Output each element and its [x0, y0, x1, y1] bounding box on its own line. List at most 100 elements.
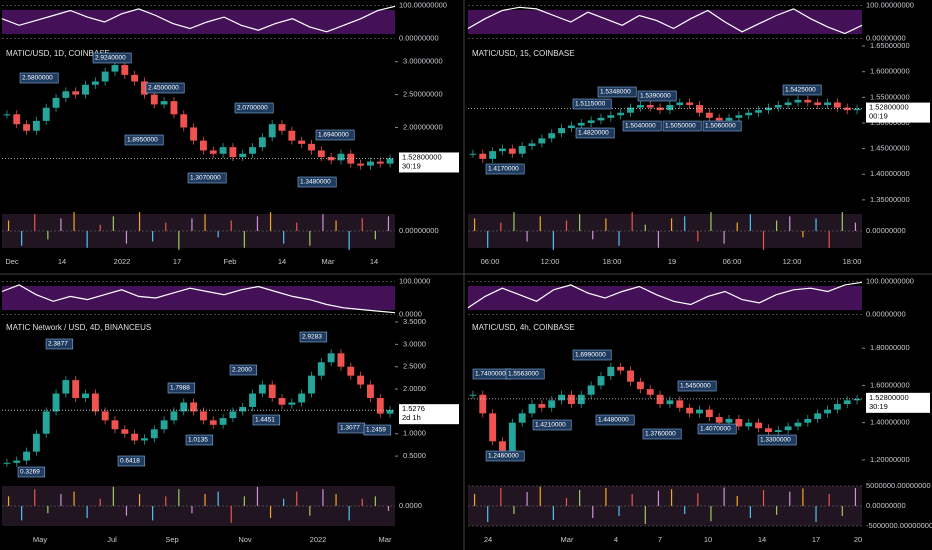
candle — [548, 400, 556, 408]
time-label: 18:00 — [843, 257, 862, 266]
candle — [715, 117, 723, 121]
candle — [278, 124, 286, 131]
time-label: 17 — [173, 257, 181, 266]
annotation: 1.4170000 — [488, 166, 519, 173]
annotation-bg — [642, 428, 682, 440]
candle — [258, 137, 266, 148]
annotation: 1.4070000 — [700, 426, 731, 433]
annotation-bg — [697, 423, 737, 435]
axis-label: 0.00000000 — [866, 309, 906, 318]
candle — [239, 153, 247, 158]
candle — [833, 102, 841, 108]
annotation: 1.5060000 — [705, 123, 736, 130]
chart-title: MATIC Network / USD, 4D, BINANCEUS — [6, 323, 151, 332]
candle — [82, 84, 89, 95]
candle — [101, 71, 109, 82]
candle — [814, 102, 822, 106]
price-tag: 1.52800000 — [869, 103, 909, 112]
candle — [745, 112, 753, 116]
time-label: 7 — [658, 535, 662, 544]
candle — [804, 418, 812, 423]
candle — [229, 147, 237, 158]
price-tag-bg — [399, 404, 459, 425]
candle — [577, 122, 585, 126]
candle — [853, 108, 861, 111]
candle — [42, 411, 50, 434]
annotation: 1.4210000 — [535, 422, 566, 429]
candle — [3, 462, 11, 464]
candle — [268, 384, 276, 398]
candle — [111, 420, 119, 430]
annotation: 1.5050000 — [665, 123, 696, 130]
annotation-bg — [315, 129, 355, 141]
annotation-bg — [595, 414, 635, 426]
candle — [62, 380, 70, 394]
candle — [755, 422, 763, 429]
annotation: 0.3269 — [20, 469, 40, 476]
axis-label: 3.0000 — [403, 339, 426, 348]
candle — [32, 120, 40, 131]
candle — [774, 105, 782, 108]
annotation: 1.3480000 — [300, 179, 331, 186]
candle — [72, 91, 80, 95]
candle — [288, 130, 296, 141]
time-label: 24 — [484, 535, 492, 544]
candle — [209, 420, 217, 425]
candle — [567, 125, 575, 129]
price-tag: 1.5276 — [402, 404, 425, 413]
candle — [607, 115, 615, 118]
candle — [308, 375, 315, 394]
axis-label: 0.00000000 — [866, 226, 906, 235]
annotation-bg — [252, 414, 281, 426]
candle — [308, 143, 315, 151]
candle — [508, 148, 516, 154]
annotation-bg — [782, 84, 822, 96]
price-tag-bg — [399, 152, 459, 173]
axis-label: 100.00000000 — [866, 277, 914, 286]
time-label: Mar — [561, 535, 574, 544]
candle — [824, 409, 831, 414]
axis-label: 2.50000000 — [403, 90, 443, 99]
axis-label: 0.0000 — [399, 309, 422, 318]
annotation: 1.5563000 — [508, 371, 539, 378]
countdown: 00:19 — [869, 112, 888, 121]
candle — [617, 366, 625, 371]
annotation-bg — [117, 455, 146, 467]
annotation: 1.2459 — [366, 427, 386, 434]
annotation: 2.2000 — [232, 367, 252, 374]
chart-title: MATIC/USD, 4h, COINBASE — [472, 323, 575, 332]
candle — [376, 398, 384, 414]
candle — [735, 115, 743, 118]
candle — [111, 65, 119, 72]
annotation: 1.6940000 — [318, 132, 349, 139]
axis-label: 3.5000 — [403, 317, 426, 326]
candle — [617, 112, 625, 116]
candle — [607, 366, 615, 377]
annotation-bg — [757, 434, 797, 446]
countdown: 30:19 — [402, 161, 421, 170]
annotation: 1.5040000 — [625, 123, 656, 130]
time-label: 2022 — [310, 535, 327, 544]
time-label: 2022 — [114, 257, 131, 266]
candle — [121, 65, 129, 75]
price-tag-bg — [866, 392, 930, 413]
annotation: 1.5450000 — [680, 383, 711, 390]
axis-label: 1.45000000 — [870, 144, 910, 153]
candle — [298, 393, 306, 403]
axis-label: 1.65000000 — [870, 41, 910, 50]
annotation-bg — [622, 120, 662, 132]
candle — [82, 393, 89, 398]
candle — [32, 433, 40, 452]
annotation-bg — [575, 127, 615, 139]
candle — [774, 430, 782, 432]
candle — [249, 393, 256, 407]
axis-label: 2.5000 — [403, 362, 426, 371]
candle — [479, 394, 487, 414]
time-label: 14 — [58, 257, 66, 266]
candle — [327, 353, 335, 363]
time-label: 18:00 — [603, 257, 622, 266]
candle — [794, 99, 802, 103]
candle — [548, 133, 556, 139]
annotation: 1.4480000 — [598, 417, 629, 424]
time-label: 12:00 — [541, 257, 560, 266]
